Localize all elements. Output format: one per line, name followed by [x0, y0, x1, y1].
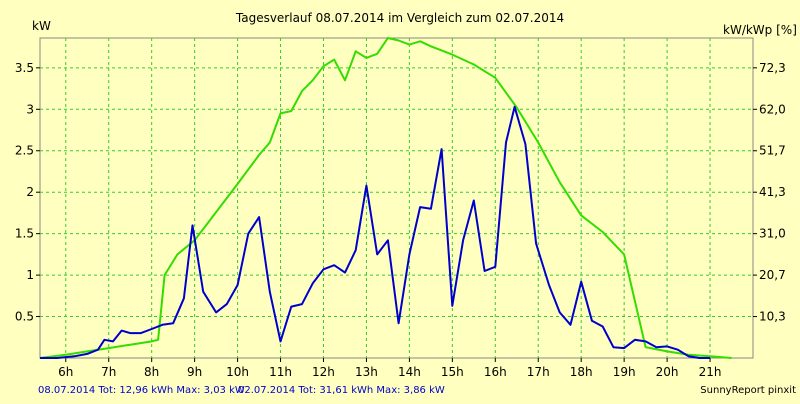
y-tick-label-right: 20,7: [759, 268, 786, 282]
x-tick-label: 19h: [613, 365, 636, 379]
y-axis-right-label: kW/kWp [%]: [723, 23, 797, 37]
series-line-green: [39, 37, 732, 359]
x-tick-label: 15h: [441, 365, 464, 379]
x-tick-label: 21h: [699, 365, 722, 379]
y-tick-label-left: 1.5: [15, 227, 34, 241]
x-tick-label: 7h: [101, 365, 116, 379]
y-tick-label-left: 2.5: [15, 144, 34, 158]
y-tick-label-right: 41,3: [759, 185, 786, 199]
y-tick-label-right: 72,3: [759, 61, 786, 75]
y-tick-label-right: 10,3: [759, 310, 786, 324]
series-line-blue: [40, 105, 710, 359]
x-tick-label: 8h: [144, 365, 159, 379]
footer-credit: SunnyReport pinxit: [700, 385, 796, 396]
series-layer: [39, 37, 732, 359]
x-tick-label: 17h: [527, 365, 550, 379]
x-tick-label: 14h: [398, 365, 421, 379]
y-tick-label-right: 62,0: [759, 102, 786, 116]
y-tick-label-left: 3.5: [15, 61, 34, 75]
y-axis-left-label: kW: [32, 19, 51, 33]
x-tick-label: 20h: [656, 365, 679, 379]
x-tick-label: 13h: [355, 365, 378, 379]
y-tick-label-left: 2: [26, 185, 34, 199]
grid-layer: [36, 38, 757, 362]
y-tick-label-left: 0.5: [15, 310, 34, 324]
x-tick-label: 9h: [187, 365, 202, 379]
y-tick-label-right: 31,0: [759, 227, 786, 241]
x-tick-label: 10h: [226, 365, 249, 379]
y-tick-label-left: 1: [26, 268, 34, 282]
x-tick-label: 16h: [484, 365, 507, 379]
legend-entry-2: 02.07.2014 Tot: 31,61 kWh Max: 3,86 kW: [238, 385, 445, 396]
y-tick-label-left: 3: [26, 102, 34, 116]
label-layer: 6h 7h 8h 9h 10h 11h 12h 13h 14h 15h 16h 17h 18h 19h 20…: [15, 61, 786, 379]
x-tick-label: 12h: [312, 365, 335, 379]
legend-entry-1: 08.07.2014 Tot: 12,96 kWh Max: 3,03 kW: [38, 385, 245, 396]
x-tick-label: 18h: [570, 365, 593, 379]
x-tick-label: 6h: [58, 365, 73, 379]
chart-title: Tagesverlauf 08.07.2014 im Vergleich zum…: [235, 11, 564, 25]
x-tick-label: 11h: [269, 365, 292, 379]
y-tick-label-right: 51,7: [759, 144, 786, 158]
